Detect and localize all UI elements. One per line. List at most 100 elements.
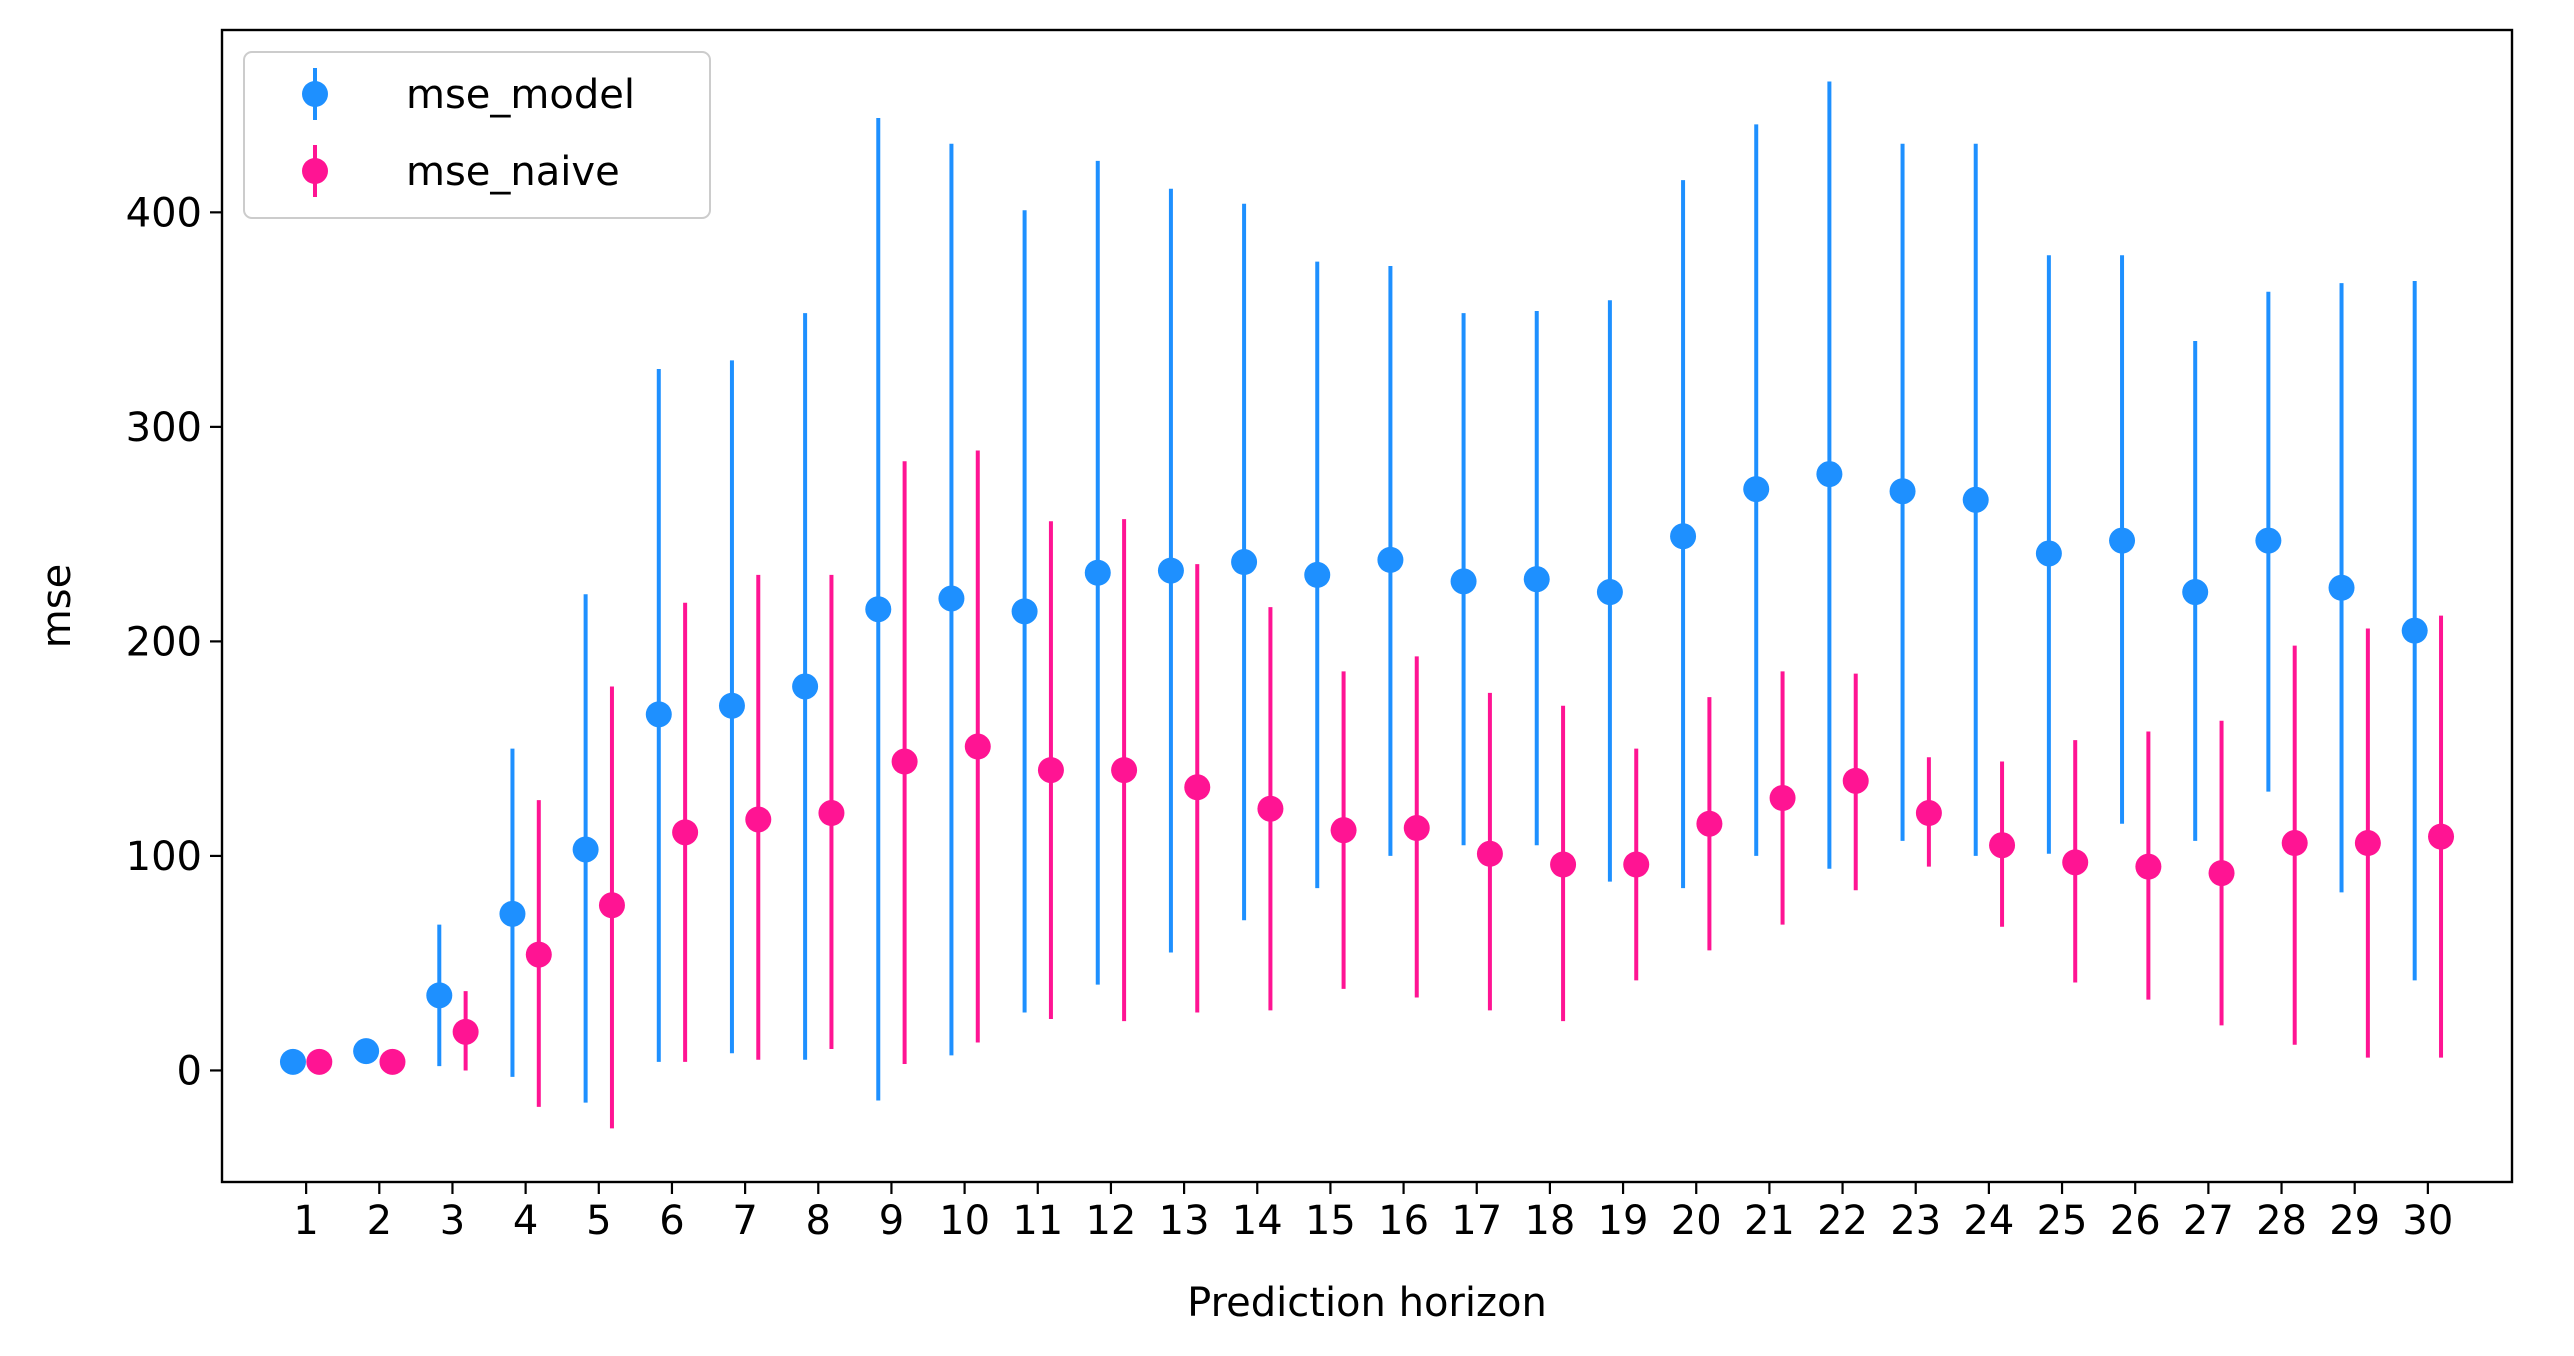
point-mse-naive xyxy=(1403,815,1430,842)
x-tick-label: 24 xyxy=(1963,1198,2014,1244)
x-tick-label: 18 xyxy=(1524,1198,1575,1244)
x-tick-label: 22 xyxy=(1817,1198,1868,1244)
point-mse-naive xyxy=(1696,810,1723,837)
x-tick-label: 15 xyxy=(1305,1198,1356,1244)
x-tick-label: 16 xyxy=(1378,1198,1429,1244)
x-tick-label: 1 xyxy=(293,1198,318,1244)
point-mse-model xyxy=(572,836,599,863)
x-axis-label: Prediction horizon xyxy=(1187,1280,1547,1326)
x-tick-label: 21 xyxy=(1744,1198,1795,1244)
point-mse-naive xyxy=(1915,800,1942,827)
x-tick-label: 30 xyxy=(2402,1198,2453,1244)
point-mse-naive xyxy=(1111,757,1138,784)
legend-frame xyxy=(243,51,711,219)
legend-item-mse-naive: mse_naive xyxy=(302,145,620,197)
x-tick-label: 4 xyxy=(513,1198,538,1244)
point-mse-model xyxy=(1011,598,1038,625)
x-tick-label: 29 xyxy=(2329,1198,2380,1244)
x-tick-label: 7 xyxy=(732,1198,757,1244)
y-tick-label: 200 xyxy=(126,619,202,665)
point-mse-model xyxy=(1816,461,1843,488)
point-mse-model xyxy=(1084,559,1111,586)
legend-label-mse-model: mse_model xyxy=(406,72,635,118)
x-tick-label: 23 xyxy=(1890,1198,1941,1244)
y-tick-label: 100 xyxy=(126,834,202,880)
x-tick-label: 27 xyxy=(2183,1198,2234,1244)
point-mse-model xyxy=(1670,523,1697,550)
x-tick-label: 19 xyxy=(1598,1198,1649,1244)
point-mse-model xyxy=(938,585,965,612)
point-mse-naive xyxy=(1769,785,1796,811)
x-tick-label: 25 xyxy=(2037,1198,2088,1244)
point-mse-naive xyxy=(1476,840,1503,867)
y-axis-label: mse xyxy=(34,564,80,648)
point-mse-model xyxy=(1962,486,1989,513)
point-mse-naive xyxy=(525,941,552,968)
series-marks xyxy=(279,81,2455,1129)
point-mse-model xyxy=(1304,561,1331,588)
point-mse-naive xyxy=(598,892,625,919)
x-axis-ticks: 1 2 3 4 5 6 7 8 9 10 11 12 13 14 15 16 17 18 19 20 21 22 23 24 2… xyxy=(293,1182,2453,1244)
point-mse-model xyxy=(2401,617,2428,644)
x-tick-label: 6 xyxy=(659,1198,684,1244)
x-tick-label: 3 xyxy=(440,1198,465,1244)
point-mse-naive xyxy=(2354,830,2381,857)
point-mse-naive xyxy=(1623,851,1650,878)
point-mse-model xyxy=(1231,549,1258,576)
legend-item-mse-model: mse_model xyxy=(302,68,635,120)
point-mse-model xyxy=(426,982,453,1009)
point-mse-model xyxy=(353,1038,380,1065)
point-mse-model xyxy=(1377,546,1404,573)
x-tick-label: 5 xyxy=(586,1198,611,1244)
point-mse-naive xyxy=(2428,823,2455,850)
point-mse-naive xyxy=(2062,849,2089,876)
x-tick-label: 17 xyxy=(1451,1198,1502,1244)
plot-frame xyxy=(220,28,2514,1184)
point-mse-naive xyxy=(379,1048,406,1075)
x-tick-label: 2 xyxy=(367,1198,392,1244)
point-mse-model xyxy=(792,673,819,700)
point-mse-model xyxy=(2035,540,2062,567)
point-mse-naive xyxy=(1330,817,1357,844)
legend-marker-mse-naive xyxy=(302,158,328,184)
point-mse-naive xyxy=(964,733,991,760)
y-axis-ticks: 0 100 200 300 400 xyxy=(126,190,222,1094)
plot-area xyxy=(222,30,2512,1182)
y-tick-label: 400 xyxy=(126,190,202,236)
point-mse-naive xyxy=(745,806,772,833)
point-mse-naive xyxy=(2135,853,2162,880)
x-tick-label: 13 xyxy=(1159,1198,1210,1244)
point-mse-naive xyxy=(1550,851,1577,878)
point-mse-model xyxy=(865,596,892,623)
point-mse-model xyxy=(1743,476,1770,503)
point-mse-naive xyxy=(1184,774,1211,801)
x-tick-label: 14 xyxy=(1232,1198,1283,1244)
point-mse-naive xyxy=(1842,767,1869,794)
point-mse-model xyxy=(2255,527,2282,554)
point-mse-model xyxy=(2109,527,2136,554)
point-mse-naive xyxy=(1257,795,1284,822)
point-mse-model xyxy=(1889,478,1916,505)
point-mse-model xyxy=(1523,566,1550,593)
x-tick-label: 26 xyxy=(2110,1198,2161,1244)
point-mse-model xyxy=(279,1048,306,1075)
point-mse-model xyxy=(645,701,672,728)
legend: mse_model mse_naive xyxy=(243,51,711,219)
x-tick-label: 10 xyxy=(939,1198,990,1244)
point-mse-model xyxy=(2328,574,2355,601)
x-tick-label: 28 xyxy=(2256,1198,2307,1244)
point-mse-naive xyxy=(2281,830,2308,857)
point-mse-model xyxy=(1157,557,1184,584)
point-mse-model xyxy=(2182,579,2209,606)
point-mse-naive xyxy=(1037,757,1064,784)
y-tick-label: 0 xyxy=(177,1048,202,1094)
legend-label-mse-naive: mse_naive xyxy=(406,149,620,195)
x-tick-label: 9 xyxy=(879,1198,904,1244)
point-mse-naive xyxy=(672,819,699,846)
point-mse-model xyxy=(1596,579,1623,606)
point-mse-naive xyxy=(2208,860,2235,887)
point-mse-naive xyxy=(891,748,918,775)
point-mse-model xyxy=(718,692,745,719)
point-mse-naive xyxy=(306,1048,333,1075)
